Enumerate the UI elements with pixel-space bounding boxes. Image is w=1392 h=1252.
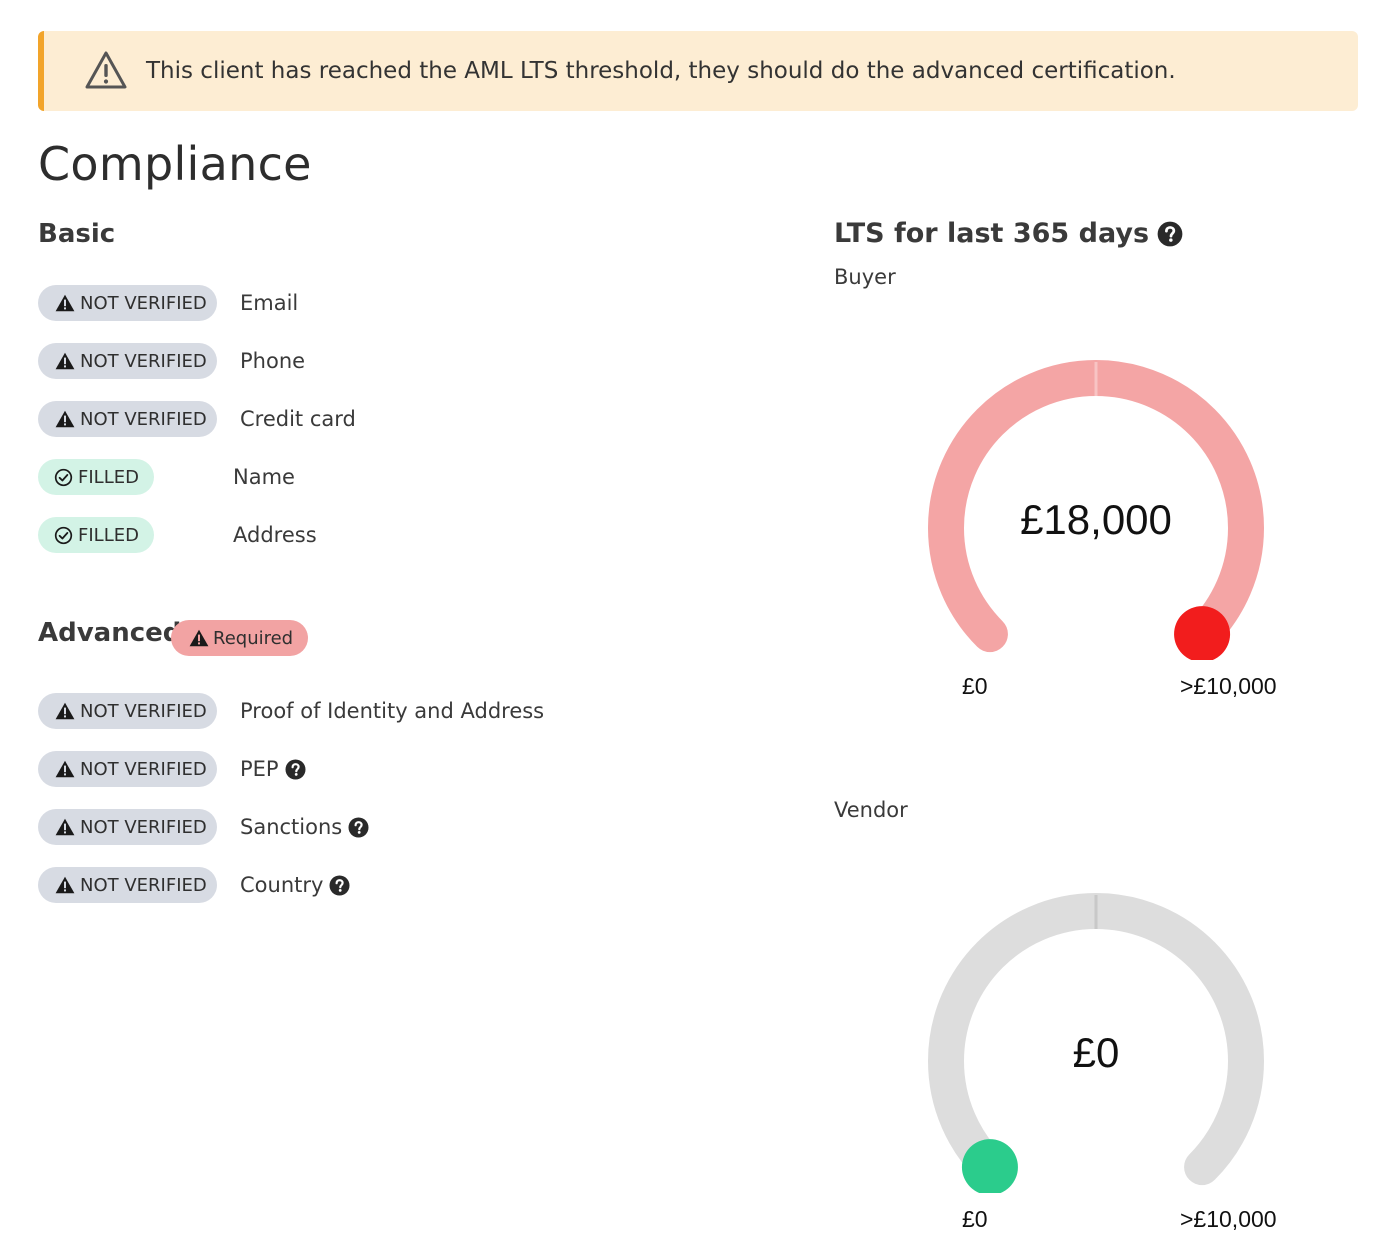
warning-icon (55, 876, 75, 894)
status-badge: NOT VERIFIED (38, 751, 217, 787)
gauge-track (928, 360, 1264, 653)
advanced-row-sanctions: NOT VERIFIED Sanctions (38, 809, 369, 845)
warning-icon (55, 760, 75, 778)
gauge-marker (961, 1139, 1018, 1193)
help-icon[interactable] (1157, 221, 1183, 247)
advanced-section-title: Advanced (38, 618, 182, 648)
warning-icon (55, 410, 75, 428)
help-icon[interactable] (348, 817, 369, 838)
lts-title-text: LTS for last 365 days (834, 218, 1150, 249)
warning-icon (55, 702, 75, 720)
advanced-row-country: NOT VERIFIED Country (38, 867, 350, 903)
basic-row-email: NOT VERIFIED Email (38, 285, 298, 321)
aml-threshold-alert: This client has reached the AML LTS thre… (38, 31, 1358, 111)
status-text: NOT VERIFIED (80, 816, 207, 838)
warning-icon (189, 629, 209, 647)
help-icon[interactable] (329, 875, 350, 896)
row-label: Phone (240, 349, 306, 373)
basic-row-credit-card: NOT VERIFIED Credit card (38, 401, 356, 437)
status-text: FILLED (78, 524, 139, 546)
warning-triangle-icon (84, 49, 128, 93)
buyer-label: Buyer (834, 265, 896, 289)
help-icon[interactable] (285, 759, 306, 780)
vendor-label: Vendor (834, 798, 908, 822)
page-title: Compliance (38, 137, 312, 191)
row-label: Name (233, 465, 295, 489)
warning-icon (55, 352, 75, 370)
status-badge: FILLED (38, 517, 154, 553)
gauge-value: £18,000 (1020, 496, 1172, 543)
status-text: NOT VERIFIED (80, 350, 207, 372)
check-circle-icon (54, 468, 73, 487)
status-text: NOT VERIFIED (80, 758, 207, 780)
gauge-max-label: >£10,000 (1180, 1206, 1277, 1232)
lts-title: LTS for last 365 days (834, 218, 1183, 249)
status-badge: NOT VERIFIED (38, 401, 217, 437)
status-text: NOT VERIFIED (80, 292, 207, 314)
required-text: Required (213, 627, 294, 649)
check-circle-icon (54, 526, 73, 545)
buyer-gauge-svg (928, 360, 1264, 660)
vendor-gauge: £0 £0 >£10,000 (900, 873, 1300, 1233)
status-text: FILLED (78, 466, 139, 488)
row-label: PEP (240, 757, 306, 781)
status-badge: NOT VERIFIED (38, 809, 217, 845)
warning-icon (55, 294, 75, 312)
advanced-row-pep: NOT VERIFIED PEP (38, 751, 306, 787)
basic-section-title: Basic (38, 219, 116, 249)
row-label-text: PEP (240, 757, 279, 781)
gauge-min-label: £0 (962, 1206, 988, 1232)
buyer-gauge: £18,000 £0 >£10,000 (900, 340, 1300, 700)
status-badge: NOT VERIFIED (38, 285, 217, 321)
status-badge: NOT VERIFIED (38, 343, 217, 379)
row-label-text: Country (240, 873, 324, 897)
gauge-min-label: £0 (962, 673, 988, 699)
gauge-value: £0 (1072, 1029, 1120, 1076)
row-label: Email (240, 291, 299, 315)
status-text: NOT VERIFIED (80, 408, 207, 430)
alert-message: This client has reached the AML LTS thre… (146, 58, 1176, 84)
status-text: NOT VERIFIED (80, 700, 207, 722)
status-badge: NOT VERIFIED (38, 867, 217, 903)
warning-icon (55, 818, 75, 836)
row-label: Address (233, 523, 317, 547)
row-label: Credit card (240, 407, 356, 431)
status-badge: NOT VERIFIED (38, 693, 217, 729)
gauge-marker (1174, 606, 1231, 660)
row-label-text: Sanctions (240, 815, 343, 839)
basic-row-phone: NOT VERIFIED Phone (38, 343, 305, 379)
vendor-gauge-svg (928, 893, 1264, 1193)
row-label: Country (240, 873, 350, 897)
required-badge: Required (171, 620, 308, 656)
gauge-max-label: >£10,000 (1180, 673, 1277, 699)
basic-row-name: FILLED Name (38, 459, 295, 495)
status-badge: FILLED (38, 459, 154, 495)
row-label: Proof of Identity and Address (240, 699, 545, 723)
advanced-row-proof-of-identity: NOT VERIFIED Proof of Identity and Addre… (38, 693, 544, 729)
basic-row-address: FILLED Address (38, 517, 317, 553)
status-text: NOT VERIFIED (80, 874, 207, 896)
row-label: Sanctions (240, 815, 369, 839)
